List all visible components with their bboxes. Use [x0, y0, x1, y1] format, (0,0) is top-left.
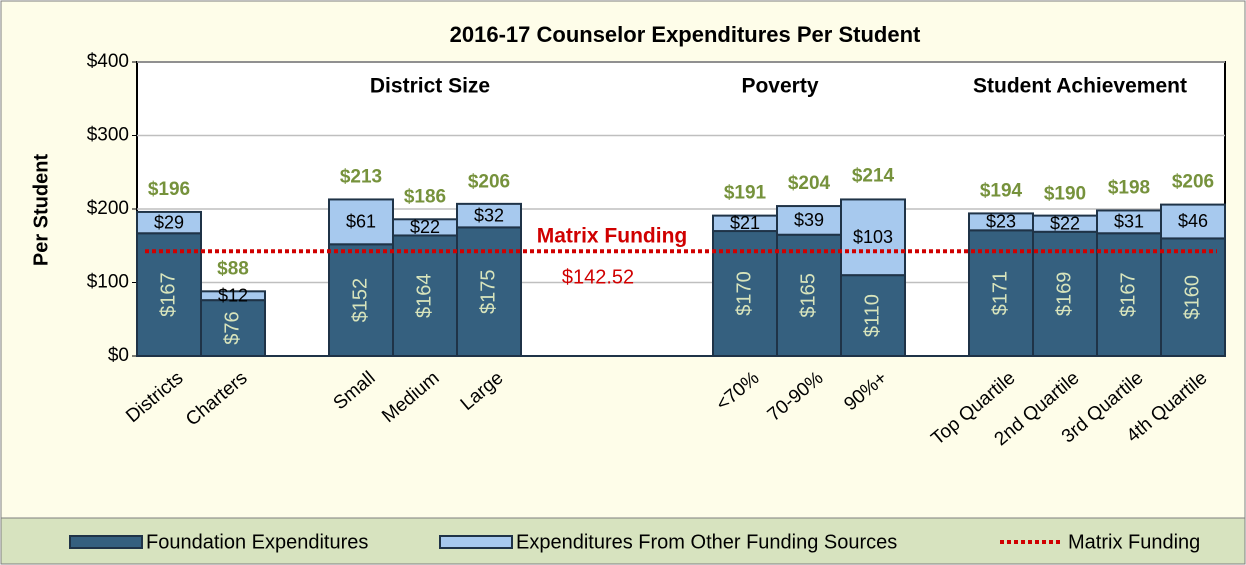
bar-value-label: $167	[1117, 272, 1139, 317]
total-label: $88	[217, 258, 249, 279]
bar-segment	[840, 274, 906, 357]
bar-segment	[712, 230, 778, 357]
total-label: $190	[1044, 183, 1086, 204]
y-tick-label: $300	[87, 125, 129, 146]
bar-value-label: $167	[157, 272, 179, 317]
total-label: $191	[724, 183, 767, 204]
bar-value-label: $39	[794, 210, 824, 230]
reference-annotation: Matrix Funding	[537, 225, 688, 248]
total-label: $214	[852, 166, 895, 187]
bar-segment	[840, 198, 906, 277]
bar-segment	[392, 234, 458, 358]
bar-segment	[776, 205, 842, 236]
bar-value-label: $23	[986, 212, 1016, 232]
legend-label: Matrix Funding	[1068, 531, 1200, 553]
y-axis-label: Per Student	[30, 154, 52, 267]
bar-value-label: $61	[346, 212, 376, 232]
total-label: $213	[340, 166, 382, 187]
bar-value-label: $46	[1178, 211, 1208, 231]
bar-value-label: $76	[221, 311, 243, 344]
y-tick-label: $200	[87, 198, 129, 219]
bar-value-label: $22	[1050, 213, 1080, 233]
bar-segment	[1096, 232, 1162, 358]
bar-value-label: $22	[410, 217, 440, 237]
bar-value-label: $160	[1181, 275, 1203, 320]
bar-segment	[456, 202, 522, 229]
bar-value-label: $164	[413, 273, 435, 318]
group-label: Student Achievement	[973, 75, 1187, 98]
bar-value-label: $169	[1053, 272, 1075, 317]
bar-segment	[200, 299, 266, 358]
bar-value-label: $165	[797, 273, 819, 318]
y-tick-label: $100	[87, 272, 129, 293]
bar-value-label: $29	[154, 212, 184, 232]
bar-value-label: $175	[477, 269, 499, 314]
bar-value-label: $31	[1114, 212, 1144, 232]
bar-value-label: $103	[853, 227, 893, 247]
bar-value-label: $21	[730, 213, 760, 233]
bar-value-label: $170	[733, 271, 755, 316]
total-label: $196	[148, 179, 190, 200]
bar-segment	[136, 210, 202, 235]
total-label: $186	[404, 186, 446, 207]
total-label: $194	[980, 180, 1023, 201]
bar-value-label: $12	[218, 285, 248, 305]
bar-segment	[200, 290, 266, 302]
group-label: District Size	[370, 75, 490, 98]
total-label: $206	[1172, 172, 1214, 193]
reference-value-label: $142.52	[562, 266, 634, 288]
total-label: $206	[468, 172, 510, 193]
group-label: Poverty	[741, 75, 818, 98]
bar-segment	[1160, 203, 1226, 240]
legend-label: Foundation Expenditures	[146, 531, 368, 553]
legend-swatch	[439, 535, 513, 549]
legend-label: Expenditures From Other Funding Sources	[516, 531, 897, 553]
bar-value-label: $171	[989, 271, 1011, 316]
y-tick-label: $0	[108, 345, 129, 366]
total-label: $204	[788, 173, 831, 194]
bar-value-label: $32	[474, 205, 504, 225]
legend-swatch	[69, 535, 143, 549]
total-label: $198	[1108, 177, 1150, 198]
y-tick-label: $400	[87, 51, 129, 72]
bar-value-label: $152	[349, 278, 371, 323]
bar-value-label: $110	[861, 294, 883, 337]
bar-segment	[328, 198, 394, 246]
bar-segment	[328, 243, 394, 357]
chart-title: 2016-17 Counselor Expenditures Per Stude…	[450, 22, 921, 47]
